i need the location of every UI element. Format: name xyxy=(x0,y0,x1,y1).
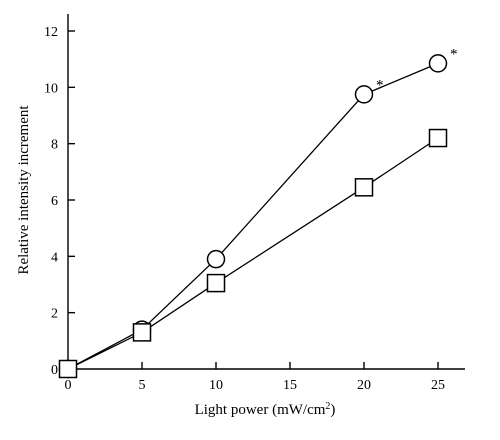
x-axis-ticks: 0 5 10 15 20 25 xyxy=(65,362,445,393)
x-tick-label: 0 xyxy=(65,378,72,393)
y-axis-ticks: 0 2 4 6 8 10 12 xyxy=(44,25,75,378)
series-square xyxy=(58,128,448,379)
x-tick-label: 25 xyxy=(431,378,445,393)
x-axis-label-main: Light power (mW/cm xyxy=(195,402,326,418)
series-layer: ** xyxy=(58,46,458,379)
significance-marker: * xyxy=(376,77,384,93)
x-tick-label: 10 xyxy=(209,378,223,393)
circle-point xyxy=(428,54,448,73)
circle-point xyxy=(354,85,374,104)
square-point xyxy=(132,323,152,342)
y-axis-label: Relative intensity increment xyxy=(16,105,32,275)
y-tick-label: 0 xyxy=(51,363,58,378)
significance-marker: * xyxy=(450,46,458,62)
x-axis-label: Light power (mW/cm2) xyxy=(195,401,336,419)
y-tick-label: 2 xyxy=(51,307,58,322)
x-axis-label-suffix: ) xyxy=(330,402,335,418)
y-tick-label: 8 xyxy=(51,138,58,153)
x-tick-label: 20 xyxy=(357,378,371,393)
square-point xyxy=(428,128,448,148)
x-axis-label-superscript: 2 xyxy=(325,401,330,412)
y-tick-label: 6 xyxy=(51,194,58,209)
circle-point xyxy=(206,249,226,269)
x-tick-label: 5 xyxy=(139,378,146,393)
x-tick-label: 15 xyxy=(283,378,297,393)
square-point xyxy=(206,273,226,293)
series-line-square xyxy=(67,137,439,370)
y-tick-label: 10 xyxy=(44,81,58,96)
y-tick-label: 12 xyxy=(44,25,58,40)
y-tick-label: 4 xyxy=(51,250,58,265)
square-point xyxy=(58,359,78,379)
square-point xyxy=(354,178,374,197)
series-line-circle xyxy=(67,62,439,370)
series-circle: ** xyxy=(58,46,458,379)
